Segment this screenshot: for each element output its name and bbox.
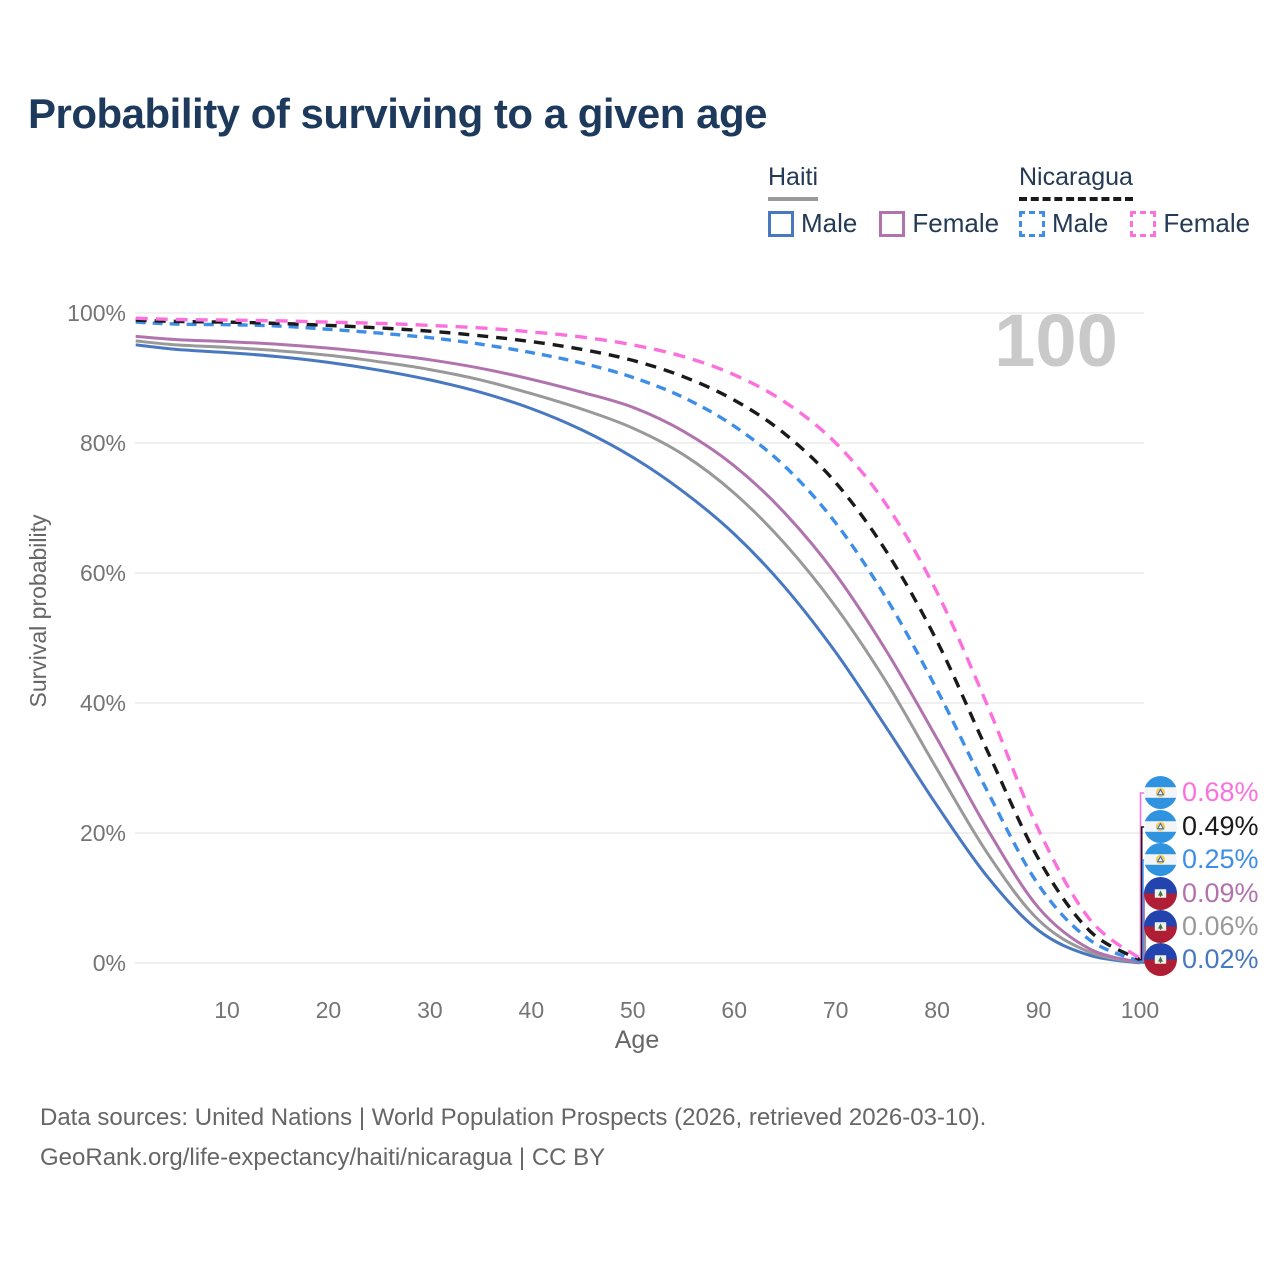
curve-haiti-male[interactable]	[135, 343, 1141, 965]
end-label-haiti-male: 0.02%	[1144, 943, 1259, 976]
x-tick-label: 40	[519, 997, 545, 1023]
x-tick-label: 70	[823, 997, 849, 1023]
end-label-value: 0.02%	[1182, 944, 1259, 974]
end-label-haiti-both: 0.06%	[1144, 910, 1259, 943]
x-tick-label: 60	[721, 997, 747, 1023]
legend-country-haiti: Haiti	[768, 163, 819, 201]
legend-item-nicaragua-female[interactable]: Female	[1130, 208, 1250, 239]
end-label-value: 0.68%	[1182, 777, 1259, 807]
x-tick-label: 30	[417, 997, 443, 1023]
y-axis-title: Survival probability	[25, 514, 51, 708]
x-tick-label: 50	[620, 997, 646, 1023]
data-source-footer: Data sources: United Nations | World Pop…	[40, 1098, 986, 1178]
legend-item-label: Male	[801, 208, 858, 238]
y-tick-label: 40%	[80, 690, 126, 716]
x-tick-label: 100	[1121, 997, 1159, 1023]
y-tick-label: 100%	[67, 300, 126, 326]
end-label-nicaragua-male: 0.25%	[1144, 843, 1259, 876]
end-label-value: 0.06%	[1182, 911, 1259, 941]
curve-nicaragua-female[interactable]	[135, 316, 1142, 960]
legend-haiti: Haiti Male Female	[768, 163, 999, 239]
end-label-value: 0.09%	[1182, 878, 1259, 908]
curve-nicaragua-male[interactable]	[135, 320, 1141, 963]
y-tick-label: 0%	[93, 950, 126, 976]
nicaragua-flag-icon	[1144, 776, 1177, 809]
legend-country-nicaragua: Nicaragua	[1019, 163, 1133, 201]
haiti-flag-icon	[1144, 910, 1177, 943]
haiti-flag-icon	[1144, 943, 1177, 976]
legend-nicaragua: Nicaragua Male Female	[1019, 163, 1250, 239]
curve-haiti-both[interactable]	[135, 339, 1141, 965]
y-tick-label: 20%	[80, 820, 126, 846]
label-connector	[1139, 792, 1147, 960]
nicaragua-flag-icon	[1144, 810, 1177, 843]
x-tick-label: 90	[1026, 997, 1052, 1023]
legend-item-haiti-male[interactable]: Male	[768, 208, 857, 239]
haiti-flag-icon	[1144, 877, 1177, 910]
haiti-male-swatch-icon	[768, 210, 794, 237]
nicaragua-female-swatch-icon	[1130, 210, 1157, 237]
legend-item-nicaragua-male[interactable]: Male	[1019, 208, 1108, 239]
nicaragua-flag-icon	[1144, 843, 1177, 876]
y-tick-label: 60%	[80, 560, 126, 586]
footer-line-1: Data sources: United Nations | World Pop…	[40, 1104, 987, 1131]
curve-haiti-female[interactable]	[135, 334, 1141, 964]
legend-item-haiti-female[interactable]: Female	[879, 208, 999, 239]
end-label-haiti-female: 0.09%	[1144, 877, 1259, 910]
x-tick-label: 20	[316, 997, 342, 1023]
haiti-female-swatch-icon	[879, 210, 906, 237]
x-axis-title: Age	[615, 1026, 659, 1054]
end-label-nicaragua-female: 0.68%	[1144, 776, 1259, 809]
footer-line-2: GeoRank.org/life-expectancy/haiti/nicara…	[40, 1144, 606, 1171]
curve-nicaragua-both[interactable]	[135, 318, 1141, 962]
legend-item-label: Female	[1163, 208, 1251, 238]
end-label-nicaragua-both: 0.49%	[1144, 810, 1259, 843]
x-tick-label: 10	[214, 997, 240, 1023]
end-label-value: 0.25%	[1182, 844, 1259, 874]
page-title: Probability of surviving to a given age	[28, 90, 767, 137]
age-watermark: 100	[994, 299, 1117, 382]
y-tick-label: 80%	[80, 430, 126, 456]
axis-tick-labels: 0% 20% 40% 60% 80% 100% 10 20 30 40 50 60 70 80 90 100	[67, 300, 1159, 1023]
legend-item-label: Male	[1052, 208, 1109, 238]
legend-item-label: Female	[912, 208, 1000, 238]
x-tick-label: 80	[924, 997, 950, 1023]
nicaragua-male-swatch-icon	[1019, 210, 1045, 237]
end-label-value: 0.49%	[1182, 811, 1259, 841]
survival-curves[interactable]	[135, 316, 1142, 965]
